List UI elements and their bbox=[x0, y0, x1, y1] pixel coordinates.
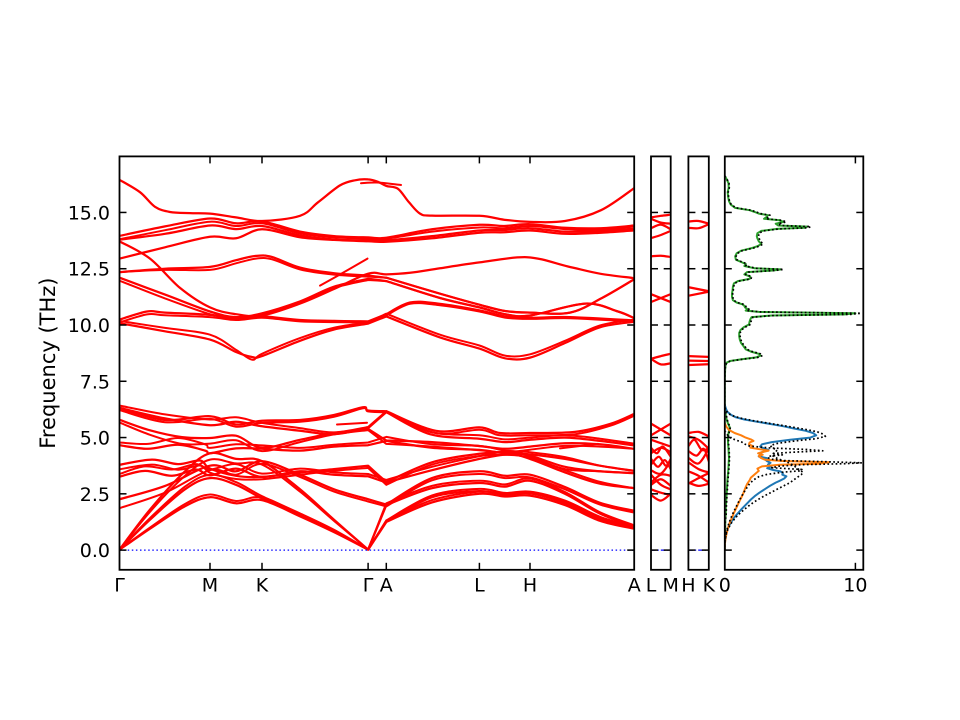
phonon-band-line bbox=[120, 315, 634, 361]
phonon-band-line bbox=[651, 217, 670, 225]
phonon-band-line-reference bbox=[120, 421, 634, 454]
phonon-band-line bbox=[651, 422, 670, 437]
panel-border bbox=[687, 155, 710, 571]
phonon-band-line bbox=[689, 470, 709, 484]
segment-2-band-lines bbox=[689, 219, 709, 551]
x-tick-label: M bbox=[202, 575, 218, 597]
x-tick-label: L bbox=[474, 575, 485, 597]
x-tick-label: H bbox=[523, 575, 537, 597]
y-axis-label: Frequency (THz) bbox=[36, 277, 60, 448]
phonon-band-line-reference bbox=[120, 453, 634, 486]
phonon-band-line bbox=[689, 472, 709, 485]
dos-curve-projection-1-solid bbox=[725, 175, 857, 551]
phonon-band-line bbox=[120, 453, 634, 490]
phonon-band-line bbox=[651, 352, 670, 360]
dos-curve-projection-2-reference-dotted bbox=[725, 406, 827, 551]
phonon-band-line bbox=[120, 217, 634, 240]
phonon-band-fragment bbox=[336, 421, 368, 426]
segment-1-band-lines bbox=[651, 213, 670, 551]
panel-border bbox=[650, 155, 672, 571]
phonon-band-line bbox=[651, 230, 670, 240]
phonon-band-line bbox=[651, 254, 670, 259]
band-main-frame bbox=[118, 155, 636, 571]
y-tick-label: 5.0 bbox=[80, 428, 110, 450]
phonon-band-line bbox=[651, 445, 670, 458]
dos-x-tick-label: 10 bbox=[843, 575, 867, 597]
phonon-band-line bbox=[689, 286, 709, 293]
phonon-band-line bbox=[120, 450, 634, 484]
phonon-band-line bbox=[651, 473, 670, 491]
phonon-band-line bbox=[120, 178, 634, 224]
dos-frame bbox=[723, 155, 865, 571]
axis-labels: 0.02.55.07.510.012.515.0Γ M K Γ A L H A L M H K 0 10F… bbox=[36, 202, 867, 596]
phonon-band-line-reference bbox=[120, 220, 634, 241]
phonon-band-line-reference bbox=[120, 257, 634, 315]
phonon-band-line bbox=[651, 473, 670, 484]
phonon-band-line bbox=[651, 213, 670, 219]
y-tick-label: 7.5 bbox=[80, 371, 110, 393]
phonon-band-line bbox=[120, 439, 634, 472]
x-tick-label: K bbox=[256, 575, 269, 597]
y-tick-label: 2.5 bbox=[80, 484, 110, 506]
phonon-band-line bbox=[120, 240, 634, 318]
y-tick-label: 15.0 bbox=[68, 202, 110, 224]
x-tick-label: Γ bbox=[114, 575, 125, 597]
phonon-band-fragment bbox=[559, 442, 599, 450]
phonon-band-fragment bbox=[360, 181, 402, 186]
x-tick-label: K bbox=[703, 575, 716, 597]
panel-border bbox=[723, 155, 865, 571]
phonon-band-line bbox=[651, 438, 670, 448]
dos-curve-projection-1-reference-dotted bbox=[725, 175, 862, 551]
phonon-band-line bbox=[651, 293, 670, 303]
band-seg1-frame bbox=[650, 155, 672, 571]
dos-x-tick-label: 0 bbox=[719, 575, 731, 597]
phonon-band-line-reference bbox=[120, 407, 634, 437]
phonon-band-line bbox=[689, 461, 709, 474]
phonon-band-line bbox=[689, 219, 709, 225]
panel-border bbox=[118, 155, 636, 571]
x-tick-label: H bbox=[681, 575, 695, 597]
y-tick-label: 10.0 bbox=[68, 315, 110, 337]
phonon-band-line bbox=[120, 228, 634, 260]
y-tick-label: 0.0 bbox=[80, 540, 110, 562]
phonon-band-fragment bbox=[319, 257, 369, 287]
dos-curve-projection-3-reference-dotted bbox=[725, 430, 863, 551]
phonon-band-line bbox=[651, 478, 670, 487]
phonon-band-line bbox=[120, 460, 634, 512]
phonon-band-line-reference bbox=[120, 312, 634, 361]
y-tick-label: 12.5 bbox=[68, 259, 110, 281]
dos-curve-projection-3-solid bbox=[725, 422, 831, 551]
phonon-band-line bbox=[689, 290, 709, 297]
phonon-band-line bbox=[689, 448, 709, 465]
panel-frames bbox=[118, 155, 865, 571]
phonon-band-line bbox=[651, 455, 670, 467]
dos-curve-projection-2-solid bbox=[725, 404, 818, 551]
phonon-band-line bbox=[651, 223, 670, 231]
x-tick-label: A bbox=[380, 575, 393, 597]
x-tick-label: L bbox=[646, 575, 657, 597]
phonon-band-line bbox=[689, 430, 709, 438]
dos-curves bbox=[725, 175, 863, 551]
phonon-band-line bbox=[689, 223, 709, 230]
band-seg2-frame bbox=[687, 155, 710, 571]
phonon-band-line bbox=[120, 276, 634, 320]
x-tick-label: Γ bbox=[363, 575, 374, 597]
x-tick-label: M bbox=[662, 575, 678, 597]
phonon-band-line bbox=[689, 354, 709, 359]
x-tick-label: A bbox=[628, 575, 641, 597]
phonon-band-line bbox=[651, 493, 670, 502]
phonon-band-line bbox=[689, 363, 709, 367]
phonon-band-line bbox=[651, 357, 670, 366]
main-band-lines bbox=[120, 178, 634, 551]
